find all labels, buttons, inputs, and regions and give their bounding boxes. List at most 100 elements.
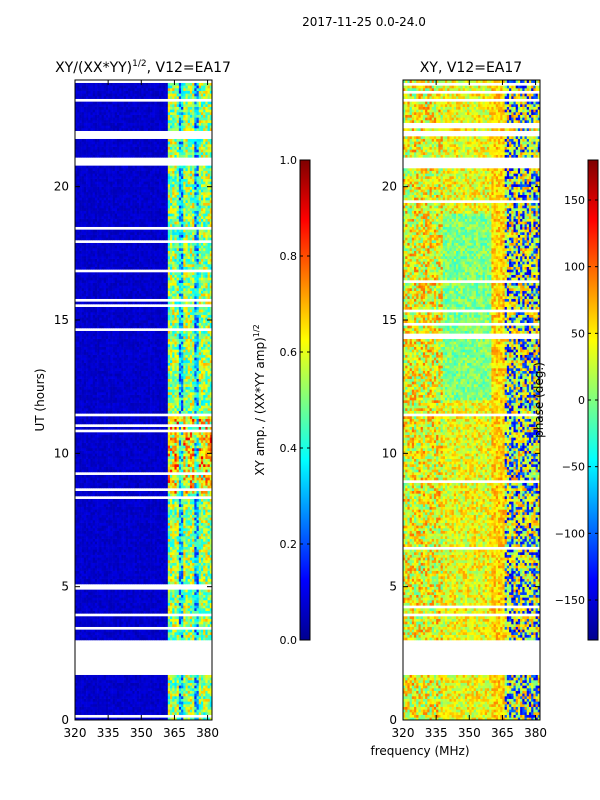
heatmap-cell: [134, 690, 138, 694]
heatmap-cell: [196, 698, 200, 702]
heatmap-cell: [187, 464, 191, 467]
heatmap-cell: [163, 698, 166, 702]
heatmap-cell: [183, 632, 186, 635]
heatmap-cell: [183, 544, 186, 547]
heatmap-cell: [86, 696, 89, 699]
heatmap-cell: [167, 682, 171, 686]
heatmap-cell: [200, 690, 204, 694]
heatmap-cell: [114, 709, 118, 713]
heatmap-cell: [158, 464, 162, 467]
heatmap-cell: [196, 717, 200, 721]
heatmap-cell: [86, 453, 89, 457]
heatmap-cell: [154, 482, 158, 486]
heatmap-cell: [192, 458, 195, 462]
heatmap-cell: [92, 677, 96, 681]
heatmap-cell: [165, 480, 169, 483]
heatmap-cell: [200, 522, 204, 526]
heatmap-cell: [108, 562, 111, 566]
heatmap-cell: [189, 456, 193, 459]
heatmap-cell: [110, 536, 113, 539]
heatmap-cell: [114, 552, 118, 555]
heatmap-cell: [114, 610, 118, 614]
heatmap-cell: [165, 549, 169, 553]
heatmap-cell: [75, 581, 78, 585]
heatmap-cell: [103, 698, 107, 702]
heatmap-cell: [174, 501, 177, 505]
heatmap-cell: [83, 549, 87, 553]
heatmap-cell: [119, 506, 122, 510]
heatmap-cell: [189, 674, 193, 678]
heatmap-cell: [121, 674, 124, 678]
heatmap-cell: [114, 512, 118, 515]
heatmap-cell: [112, 450, 116, 454]
heatmap-cell: [189, 589, 193, 593]
heatmap-cell: [192, 570, 195, 574]
heatmap-cell: [128, 570, 131, 574]
heatmap-cell: [75, 698, 78, 702]
heatmap-cell: [178, 528, 182, 531]
heatmap-cell: [152, 482, 155, 486]
heatmap-cell: [187, 485, 191, 489]
heatmap-cell: [110, 637, 113, 641]
heatmap-cell: [147, 512, 151, 515]
heatmap-cell: [77, 629, 80, 633]
heatmap-cell: [112, 522, 116, 526]
heatmap-cell: [165, 538, 169, 542]
heatmap-cell: [125, 482, 129, 486]
heatmap-cell: [110, 562, 113, 566]
heatmap-cell: [194, 688, 197, 691]
heatmap-cell: [154, 717, 158, 721]
heatmap-cell: [110, 605, 113, 609]
heatmap-cell: [172, 538, 175, 542]
heatmap-cell: [178, 565, 182, 569]
heatmap-cell: [75, 573, 78, 577]
heatmap-cell: [121, 490, 124, 494]
heatmap-cell: [123, 581, 127, 585]
heatmap-cell: [198, 528, 202, 531]
heatmap-cell: [161, 541, 164, 545]
heatmap-cell: [203, 533, 206, 537]
heatmap-cell: [154, 616, 158, 619]
heatmap-cell: [103, 704, 107, 707]
heatmap-cell: [170, 509, 173, 513]
heatmap-cell: [189, 573, 193, 577]
heatmap-cell: [92, 525, 96, 529]
heatmap-cell: [150, 610, 153, 614]
heatmap-cell: [185, 504, 188, 507]
heatmap-cell: [105, 690, 109, 694]
heatmap-cell: [189, 568, 193, 571]
heatmap-cell: [77, 448, 80, 451]
heatmap-cell: [83, 704, 87, 707]
heatmap-cell: [116, 560, 120, 563]
heatmap-cell: [141, 552, 144, 555]
heatmap-cell: [200, 616, 204, 619]
heatmap-cell: [174, 466, 177, 470]
heatmap-cell: [79, 541, 82, 545]
heatmap-cell: [187, 688, 191, 691]
heatmap-cell: [185, 490, 188, 494]
heatmap-cell: [203, 450, 206, 454]
heatmap-cell: [183, 525, 186, 529]
heatmap-cell: [114, 461, 118, 465]
heatmap-cell: [165, 498, 169, 502]
heatmap-cell: [108, 522, 111, 526]
heatmap-cell: [123, 528, 127, 531]
heatmap-cell: [178, 618, 182, 622]
heatmap-cell: [152, 450, 155, 454]
heatmap-cell: [88, 485, 91, 489]
heatmap-cell: [97, 520, 100, 523]
heatmap-cell: [189, 704, 193, 707]
heatmap-cell: [172, 461, 175, 465]
heatmap-cell: [192, 717, 195, 721]
heatmap-gap-row: [75, 640, 212, 643]
heatmap-cell: [189, 602, 193, 606]
heatmap-cell: [90, 464, 93, 467]
heatmap-cell: [94, 549, 98, 553]
heatmap-gap-row: [75, 664, 212, 667]
heatmap-cell: [165, 685, 169, 689]
heatmap-cell: [128, 456, 131, 459]
heatmap-cell: [130, 464, 133, 467]
heatmap-cell: [145, 600, 149, 603]
heatmap-cell: [143, 549, 147, 553]
heatmap-cell: [92, 592, 96, 595]
